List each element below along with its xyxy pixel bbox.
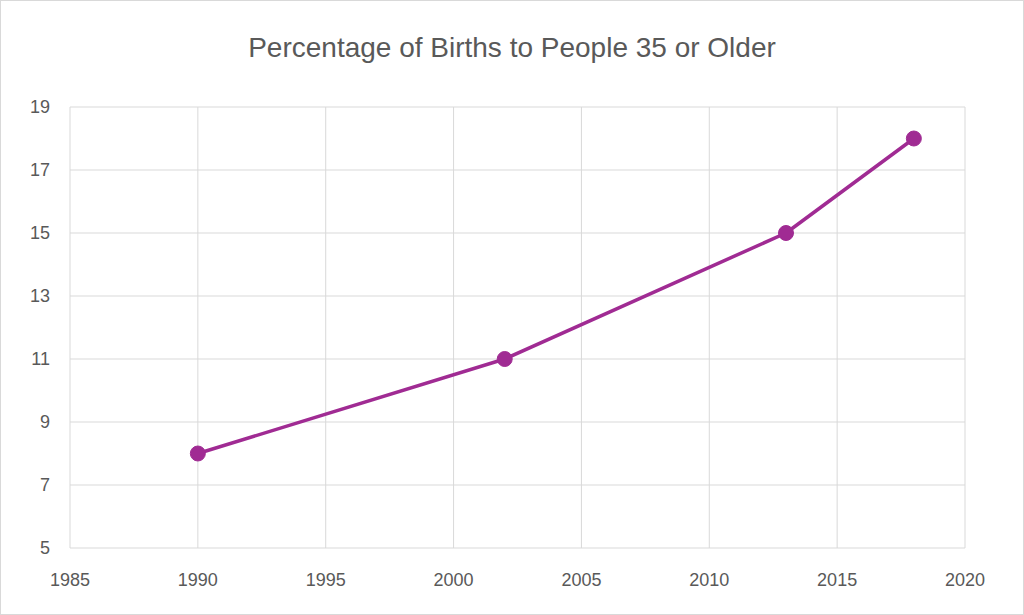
y-grid-line [70,296,965,297]
y-grid-line [70,107,965,108]
y-tick-label: 15 [30,223,50,243]
x-grid-line [453,107,454,548]
chart-svg: Percentage of Births to People 35 or Old… [0,0,1024,615]
chart-container: Percentage of Births to People 35 or Old… [0,0,1024,615]
y-grid-line [70,422,965,423]
x-tick-label: 2005 [561,570,601,590]
y-tick-label: 5 [40,538,50,558]
x-tick-label: 2020 [945,570,985,590]
x-grid-line [581,107,582,548]
x-grid-line [965,107,966,548]
data-point [190,446,205,461]
data-point [497,352,512,367]
x-grid-line [197,107,198,548]
data-point [906,131,921,146]
y-grid-line [70,548,965,549]
chart-frame [1,1,1024,615]
x-grid-line [70,107,71,548]
x-grid-line [837,107,838,548]
x-tick-label: 2015 [817,570,857,590]
y-tick-label: 7 [40,475,50,495]
x-grid-line [709,107,710,548]
y-grid-line [70,485,965,486]
y-tick-label: 9 [40,412,50,432]
x-tick-label: 1985 [50,570,90,590]
y-grid-line [70,233,965,234]
y-tick-label: 13 [30,286,50,306]
x-tick-label: 2010 [689,570,729,590]
y-tick-label: 11 [31,349,50,369]
chart-title: Percentage of Births to People 35 or Old… [248,32,776,63]
data-group [190,131,921,461]
x-tick-label: 1990 [178,570,218,590]
data-line [198,139,914,454]
y-tick-label: 17 [30,160,50,180]
y-grid-line [70,359,965,360]
y-tick-label: 19 [30,97,50,117]
grid [70,107,965,548]
x-tick-label: 2000 [434,570,474,590]
x-tick-label: 1995 [306,570,346,590]
x-grid-line [325,107,326,548]
y-grid-line [70,170,965,171]
data-point [779,226,794,241]
